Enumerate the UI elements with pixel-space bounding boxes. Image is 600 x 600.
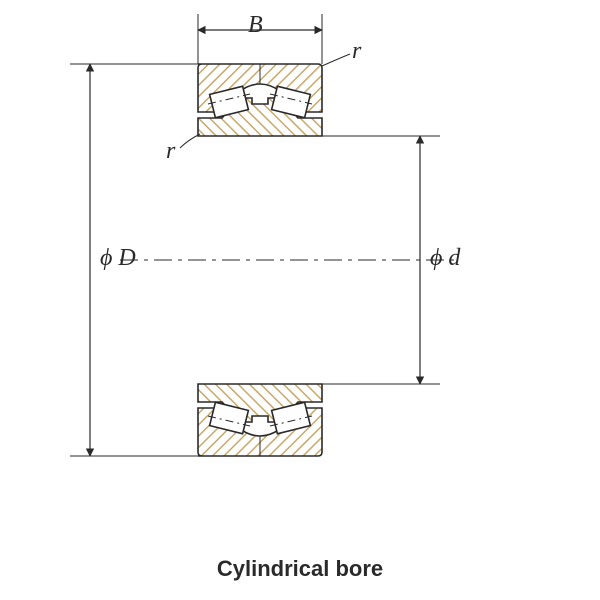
- label-b: B: [248, 12, 263, 39]
- r-leader-inner: [180, 134, 200, 148]
- label-d-outer: ϕ D: [100, 245, 136, 272]
- caption: Cylindrical bore: [0, 556, 600, 582]
- label-r-outer: r: [352, 38, 361, 65]
- label-r-inner: r: [166, 138, 175, 165]
- label-d-bore: ϕ d: [430, 245, 460, 272]
- r-leader-outer: [322, 54, 350, 66]
- diagram-svg: [0, 0, 600, 600]
- bearing-diagram: B ϕ D ϕ d r r Cylindrical bore: [0, 0, 600, 600]
